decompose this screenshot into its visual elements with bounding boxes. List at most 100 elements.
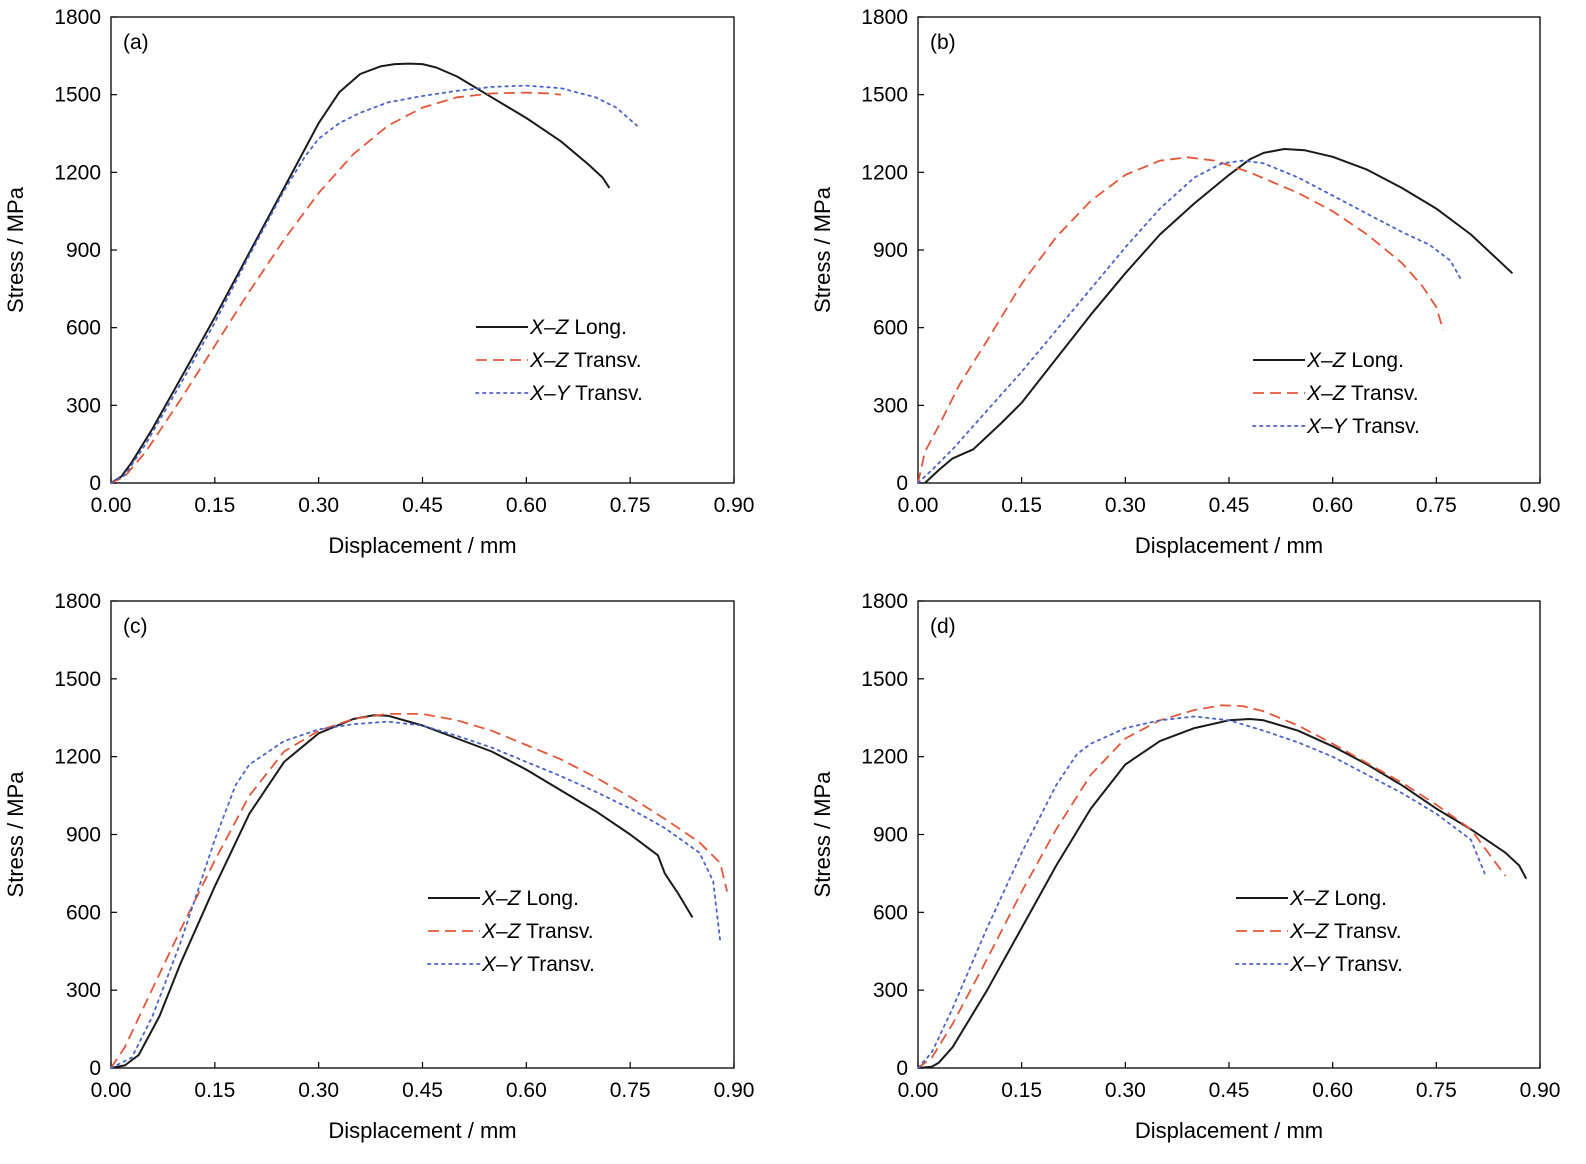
y-tick-label: 1200 [54,161,101,184]
series-line-x-z-transv [110,91,561,484]
x-tick-label: 0.90 [714,1079,755,1102]
y-tick-label: 900 [66,824,101,847]
x-axis-title: Displacement / mm [1135,533,1323,558]
y-tick-label: 300 [873,394,908,417]
x-tick-label: 0.45 [402,1079,443,1102]
y-tick-label: 1800 [861,6,908,29]
legend: X–Z Long.X–Z Transv.X–Y Transv. [427,887,595,976]
legend-entry-label: X–Z Transv. [481,920,594,943]
plot-frame [110,16,735,484]
legend-entry-label: X–Z Transv. [529,349,642,372]
legend-entry-variable: X–Y [1289,953,1332,976]
chart-panel-c: 0.00 0.15 0.30 0.45 0.60 0.75 0.90 0 300 600 900 12… [3,590,754,1143]
y-tick-label: 1800 [54,6,101,29]
y-tick-label: 1500 [54,84,101,107]
legend-entry-label: X–Z Transv. [1289,920,1402,943]
x-tick-label: 0.00 [898,494,939,517]
plot-frame [917,600,1541,1069]
x-tick-label: 0.00 [91,494,132,517]
legend-entry-suffix: Transv. [570,382,643,405]
legend-entry-variable: X–Z [529,349,570,372]
legend-entry-variable: X–Z [529,316,570,339]
legend-entry-variable: X–Z [481,887,522,910]
series-line-x-z-transv [110,713,728,1069]
x-tick-label: 0.30 [298,494,339,517]
x-axis-title: Displacement / mm [328,533,516,558]
y-tick-label: 1800 [54,590,101,613]
y-tick-label: 300 [873,979,908,1002]
y-axis-title: Stress / MPa [3,771,28,898]
y-axis-title: Stress / MPa [810,186,835,313]
y-tick-label: 300 [66,394,101,417]
plot-frame [110,600,735,1069]
y-tick-label: 600 [873,901,908,924]
legend: X–Z Long.X–Z Transv.X–Y Transv. [1252,349,1420,438]
legend: X–Z Long. X–Z Transv. X–Y Transv. [1235,887,1403,976]
x-tick-label: 0.75 [1416,494,1457,517]
x-tick-label: 0.30 [1105,1079,1146,1102]
y-tick-label: 1200 [861,161,908,184]
legend-entry-label: X–Z Long. [1289,887,1387,910]
legend-entry-suffix: Transv. [1347,415,1420,438]
legend-entry-variable: X–Z [1306,382,1347,405]
y-tick-label: 600 [66,901,101,924]
x-tick-label: 0.45 [1209,1079,1250,1102]
y-tick-label: 0 [89,1057,101,1080]
y-tick-label: 600 [66,317,101,340]
x-tick-label: 0.30 [1105,494,1146,517]
series-line-x-z-long [110,62,611,484]
legend-entry-variable: X–Z [481,920,522,943]
x-tick-label: 0.15 [1001,494,1042,517]
legend-entry-suffix: Long. [569,316,627,339]
legend-entry-suffix: Transv. [522,953,595,976]
x-tick-label: 0.45 [1209,494,1250,517]
y-tick-label: 900 [66,239,101,262]
legend: X–Z Long.X–Z Transv.X–Y Transv. [475,316,643,405]
x-tick-label: 0.15 [194,494,235,517]
y-tick-label: 0 [89,472,101,495]
legend-entry-suffix: Long. [521,887,579,910]
series-line-x-z-long [924,148,1514,484]
x-tick-label: 0.00 [898,1079,939,1102]
y-tick-label: 900 [873,824,908,847]
legend-entry-suffix: Transv. [521,920,594,943]
legend-entry-label: X–Z Long. [1306,349,1404,372]
y-tick-label: 0 [896,1057,908,1080]
series-line-x-z-transv [917,156,1445,484]
x-tick-label: 0.30 [298,1079,339,1102]
legend-entry-label: X–Y Transv. [529,382,643,405]
series-line-x-z-long [917,718,1528,1069]
y-tick-label: 1200 [861,746,908,769]
x-tick-label: 0.15 [194,1079,235,1102]
legend-entry-label: X–Z Long. [481,887,579,910]
legend-entry-variable: X–Y [481,953,524,976]
legend-entry-variable: X–Z [1289,920,1330,943]
legend-entry-variable: X–Y [1306,415,1349,438]
x-tick-label: 0.90 [1520,1079,1561,1102]
panel-label: (a) [123,31,149,54]
chart-panel-d: 0.00 0.15 0.30 0.45 0.60 0.75 0.90 0 300 600 900 12… [810,590,1560,1143]
legend-entry-variable: X–Z [1289,887,1330,910]
series-line-x-y-transv [110,84,638,484]
x-tick-label: 0.60 [1312,1079,1353,1102]
legend-entry-label: X–Y Transv. [481,953,595,976]
legend-entry-label: X–Y Transv. [1289,953,1403,976]
x-tick-label: 0.60 [506,494,547,517]
legend-entry-label: X–Z Transv. [1306,382,1419,405]
x-tick-label: 0.90 [1520,494,1561,517]
chart-panel-b: 0.00 0.15 0.30 0.45 0.60 0.75 0.90 0 300 600 900 12… [810,6,1560,558]
x-tick-label: 0.15 [1001,1079,1042,1102]
x-tick-label: 0.90 [714,494,755,517]
legend-entry-suffix: Transv. [1346,382,1419,405]
legend-entry-suffix: Long. [1346,349,1404,372]
y-tick-label: 900 [873,239,908,262]
x-tick-label: 0.60 [1312,494,1353,517]
series-line-x-z-long [110,714,694,1069]
y-tick-label: 1500 [54,668,101,691]
x-tick-label: 0.75 [610,494,651,517]
series-line-x-y-transv [917,159,1462,484]
legend-entry-label: X–Y Transv. [1306,415,1420,438]
x-tick-label: 0.75 [1416,1079,1457,1102]
x-tick-label: 0.00 [91,1079,132,1102]
